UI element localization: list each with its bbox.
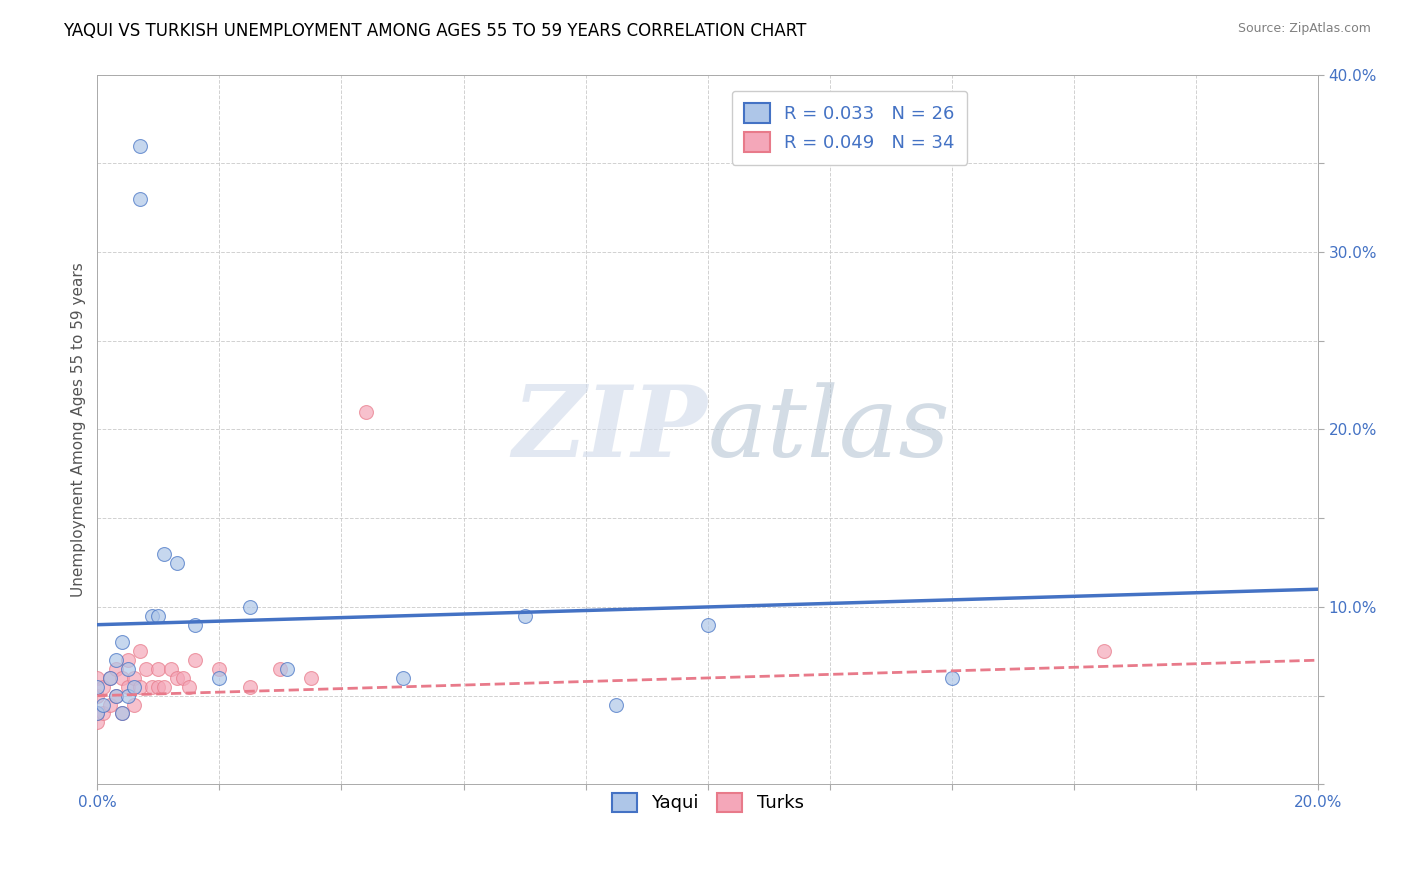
Point [117,653,139,667]
Y-axis label: Unemployment Among Ages 55 to 59 years: Unemployment Among Ages 55 to 59 years [72,262,86,597]
Point [135,662,157,676]
Point [98,671,121,685]
Point [172,671,194,685]
Point [941,671,963,685]
Point [86,671,108,685]
Point [177,680,200,694]
Point [104,662,127,676]
Point [391,671,413,685]
Point [184,617,207,632]
Point [93,698,115,712]
Point [117,689,139,703]
Point [141,680,163,694]
Point [153,680,176,694]
Point [86,706,108,721]
Point [696,617,718,632]
Point [269,662,291,676]
Point [184,653,207,667]
Point [93,706,115,721]
Point [605,698,627,712]
Legend: Yaqui, Turks: Yaqui, Turks [599,780,817,825]
Point [86,715,108,730]
Point [148,608,170,623]
Point [208,671,231,685]
Point [122,680,145,694]
Point [141,608,163,623]
Point [129,644,152,658]
Point [166,556,188,570]
Point [148,662,170,676]
Point [153,547,176,561]
Point [513,608,536,623]
Point [299,671,322,685]
Text: Source: ZipAtlas.com: Source: ZipAtlas.com [1237,22,1371,36]
Point [129,192,152,206]
Point [104,689,127,703]
Point [148,680,170,694]
Point [1092,644,1115,658]
Point [111,706,134,721]
Point [239,599,262,614]
Point [239,680,262,694]
Point [122,698,145,712]
Point [117,680,139,694]
Text: YAQUI VS TURKISH UNEMPLOYMENT AMONG AGES 55 TO 59 YEARS CORRELATION CHART: YAQUI VS TURKISH UNEMPLOYMENT AMONG AGES… [63,22,807,40]
Point [93,680,115,694]
Point [166,671,188,685]
Point [111,671,134,685]
Text: ZIP: ZIP [513,381,707,478]
Point [117,662,139,676]
Point [98,671,121,685]
Point [111,635,134,649]
Point [159,662,181,676]
Point [208,662,231,676]
Text: atlas: atlas [707,382,950,477]
Point [104,689,127,703]
Point [276,662,298,676]
Point [129,680,152,694]
Point [86,680,108,694]
Point [104,653,127,667]
Point [86,689,108,703]
Point [129,138,152,153]
Point [354,405,377,419]
Point [98,698,121,712]
Point [86,706,108,721]
Point [111,706,134,721]
Point [122,671,145,685]
